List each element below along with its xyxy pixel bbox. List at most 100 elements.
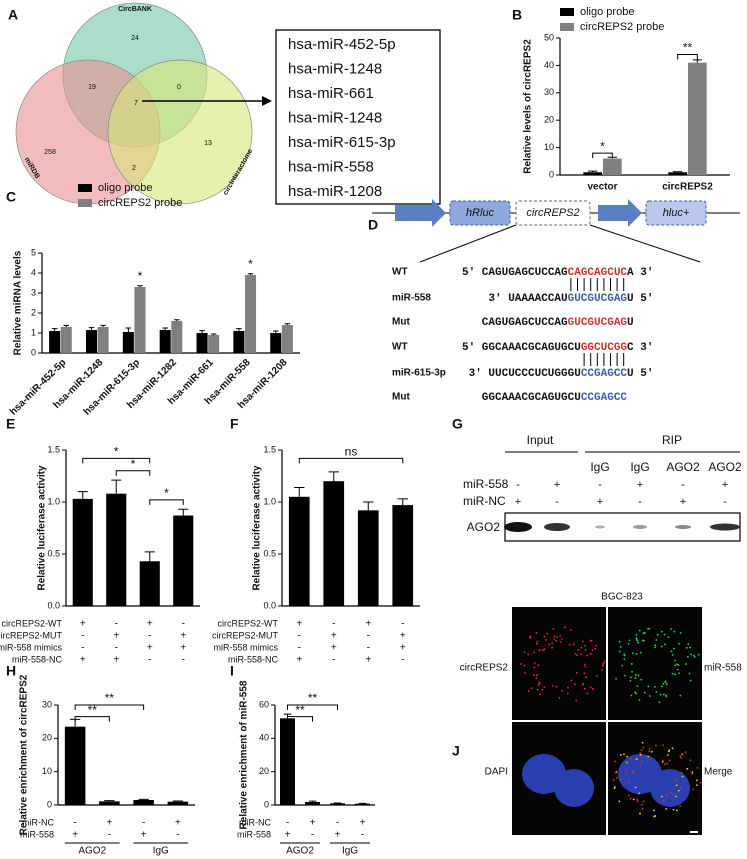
signal-dot [535, 631, 538, 634]
condition-sign: - [298, 643, 301, 654]
gene-label: hRluc [466, 207, 495, 219]
signal-dot [602, 662, 605, 665]
y-tick-label: 0 [47, 799, 52, 809]
signal-dot [673, 630, 676, 633]
signal-dot [689, 759, 692, 762]
y-tick-label: 0.5 [47, 548, 60, 558]
signal-dot [619, 754, 622, 756]
signal-dot [523, 664, 526, 667]
signal-dot [677, 668, 679, 671]
y-tick-label: 0 [264, 799, 269, 809]
signal-dot [647, 627, 649, 630]
y-tick-label: 1.0 [263, 496, 276, 506]
signal-dot [653, 809, 655, 812]
signal-dot [655, 691, 658, 693]
bar [305, 802, 320, 805]
band [633, 525, 647, 529]
condition-sign: + [310, 818, 316, 829]
sequence: GGCAAACGCAGUGCUCCGAGCC [482, 392, 628, 404]
signal-dot [661, 795, 663, 798]
condition-sign: - [286, 818, 289, 829]
condition-sign: - [367, 631, 370, 642]
blot-sign: + [637, 479, 643, 491]
bar [281, 325, 293, 353]
signal-dot [553, 635, 556, 638]
signal-dot [653, 686, 656, 688]
significance-bracket [677, 53, 698, 60]
condition-sign: - [148, 631, 151, 642]
bar [106, 493, 127, 606]
signal-dot [692, 788, 695, 791]
signal-dot [659, 693, 662, 696]
signal-dot [537, 664, 540, 667]
error-bar [51, 328, 58, 331]
condition-sign: - [332, 619, 335, 630]
condition-label: miR-558-NC [228, 654, 279, 664]
sequence: 5' CAGUGAGCUCCAGCAGCAGCUCA 3' [462, 267, 653, 279]
condition-sign: + [180, 631, 186, 642]
condition-label: circREPS2-MUT [0, 630, 62, 640]
micrograph [608, 607, 702, 720]
signal-dot [693, 655, 696, 658]
signal-dot [671, 747, 674, 750]
signal-dot [639, 753, 642, 756]
signal-dot [649, 759, 652, 761]
signal-dot [635, 653, 638, 655]
signal-dot [685, 646, 688, 649]
mirna-item: hsa-miR-661 [288, 85, 374, 102]
bar [270, 333, 282, 353]
scale-bar [690, 831, 698, 833]
legend-label: oligo probe [580, 6, 634, 18]
bar [85, 330, 98, 353]
y-axis-label: Relative enrichment of miR-558 [239, 680, 250, 829]
condition-sign: - [108, 830, 111, 841]
signal-dot [576, 654, 578, 657]
signal-dot [643, 631, 646, 634]
signal-dot [569, 629, 572, 631]
bar [159, 330, 171, 353]
signal-dot [542, 649, 544, 651]
signal-dot [663, 633, 666, 636]
signal-dot [595, 675, 598, 677]
error-bar [63, 324, 69, 327]
bar [133, 800, 154, 805]
legend-label: oligo probe [98, 182, 152, 194]
error-bar [294, 486, 305, 497]
signal-dot [589, 639, 592, 642]
signal-dot [615, 677, 617, 680]
signal-dot [619, 646, 622, 648]
signal-dot [580, 646, 583, 649]
blot-sign: - [555, 496, 559, 508]
signal-dot [686, 655, 689, 658]
signal-dot [636, 800, 639, 803]
bar [208, 335, 220, 353]
signal-dot [538, 649, 541, 652]
bar [196, 333, 208, 353]
legend-label: circREPS2 probe [580, 21, 664, 33]
blot-sign: - [638, 496, 642, 508]
y-tick-label: 0.5 [263, 548, 276, 558]
error-bar [199, 330, 205, 333]
significance-bracket [149, 499, 184, 505]
signal-dot [627, 794, 630, 797]
error-bar [137, 285, 143, 287]
signal-dot [658, 701, 661, 704]
signal-dot [561, 689, 563, 692]
blot-sign: - [516, 479, 520, 491]
blot-sign: + [515, 496, 521, 508]
bar [99, 801, 120, 805]
signal-dot [640, 803, 643, 806]
signal-dot [684, 751, 687, 754]
signal-dot [681, 775, 684, 778]
bar [668, 172, 688, 175]
signal-dot [628, 781, 631, 784]
signal-dot [623, 674, 626, 677]
signal-dot [665, 694, 668, 697]
signal-dot [641, 741, 644, 744]
signal-dot [638, 792, 640, 795]
arrow-head [262, 96, 272, 106]
signal-dot [533, 662, 536, 664]
signal-dot [632, 771, 634, 774]
signal-dot [692, 654, 695, 657]
y-tick-label: 0.0 [263, 600, 276, 610]
